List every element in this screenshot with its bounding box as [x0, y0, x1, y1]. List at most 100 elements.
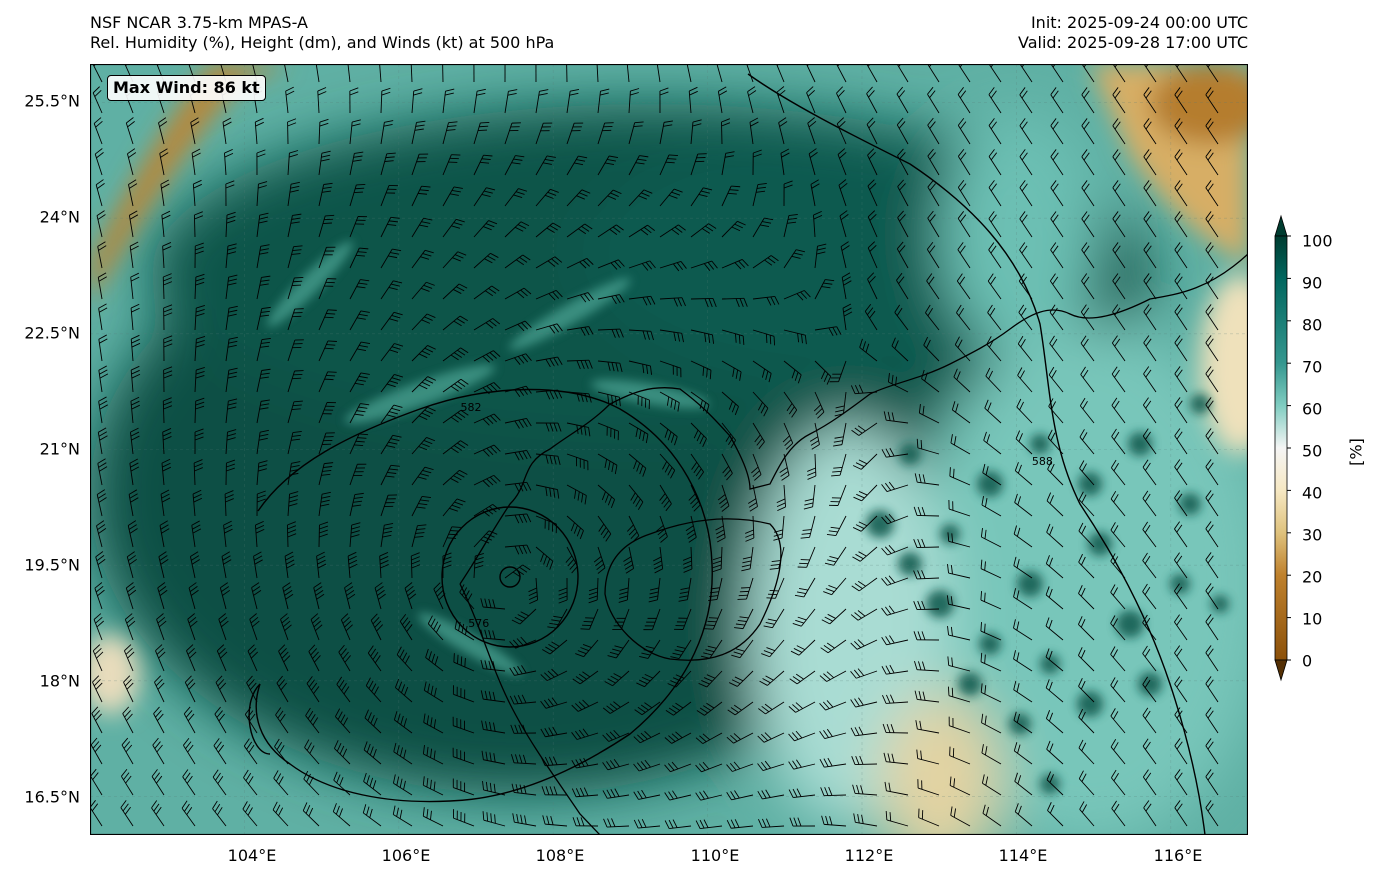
wind-barb-flag [708, 223, 717, 229]
wind-barb-flag [460, 347, 469, 354]
wind-barb-flag [929, 245, 936, 254]
wind-barb-flag [290, 181, 300, 185]
wind-barb-flag [734, 406, 739, 416]
wind-barb-flag [868, 276, 876, 284]
wind-barb-flag [1144, 493, 1151, 502]
wind-barb-flag [155, 710, 162, 718]
wind-barb-flag [291, 408, 301, 410]
wind-barb-flag [411, 564, 421, 569]
wind-barb-flag [486, 478, 494, 486]
wind-barb-flag [749, 506, 758, 512]
wind-barb-flag [373, 717, 378, 727]
wind-barb-flag [372, 651, 379, 660]
wind-barb-flag [957, 211, 965, 219]
wind-barb-flag [321, 495, 331, 499]
wind-barb-flag [99, 307, 108, 313]
wind-barb-flag [604, 681, 613, 687]
y-tick-22.5: 22.5°N [24, 323, 80, 343]
wind-barb-flag [184, 803, 190, 812]
map-panel[interactable]: 576 582 588 [90, 64, 1248, 835]
wind-barb-flag [809, 436, 819, 442]
wind-barb-flag [526, 418, 532, 427]
wind-barb-flag [1019, 401, 1024, 411]
wind-barb-flag [1047, 429, 1053, 439]
wind-barb-flag [220, 582, 228, 589]
wind-barb-flag [891, 374, 894, 384]
wind-barb-flag [601, 491, 606, 501]
wind-barb-flag [757, 790, 763, 800]
wind-barb-flag [1205, 397, 1212, 405]
wind-barb-flag [1052, 214, 1059, 223]
wind-barb-flag [838, 179, 847, 186]
wind-barb-flag [823, 644, 832, 651]
wind-barb-flag [761, 790, 767, 799]
wind-barb-flag [1111, 335, 1118, 344]
wind-barb-flag [730, 791, 736, 800]
wind-barb-flag [354, 492, 364, 495]
wind-barb-flag [1176, 741, 1183, 750]
wind-barb-flag [1205, 273, 1212, 281]
wind-barb-flag [485, 751, 488, 761]
wind-barb-flag [122, 706, 130, 714]
wind-barb-flag [521, 354, 529, 363]
wind-barb-flag [423, 217, 433, 221]
wind-barb-flag [195, 281, 205, 286]
wind-barb-flag [1082, 369, 1089, 378]
wind-barb-flag [492, 630, 496, 640]
wind-barb-flag [394, 343, 404, 347]
wind-barb-flag [957, 148, 965, 157]
wind-barb-flag [336, 676, 343, 685]
wind-barb-flag [738, 260, 746, 268]
wind-barb-flag [619, 328, 624, 338]
wind-barb-flag [607, 655, 617, 659]
wind-barb-flag [1048, 650, 1053, 660]
wind-barb-flag [869, 244, 877, 252]
wind-barb-flag [1049, 495, 1054, 504]
wind-barb-flag [258, 460, 268, 464]
wind-barb-flag [624, 564, 633, 570]
wind-barb-flag [695, 764, 702, 773]
wind-barb-flag [856, 784, 860, 794]
wind-barb-flag [1142, 428, 1149, 437]
wind-barb-flag [665, 503, 672, 512]
wind-barb-flag [130, 431, 140, 437]
wind-barb-flag [687, 533, 696, 539]
wind-barb-flag [889, 812, 892, 822]
wind-barb-flag [516, 813, 519, 823]
wind-barb-flag [1021, 152, 1028, 161]
wind-barb-flag [615, 396, 617, 406]
wind-barb-flag [612, 648, 622, 652]
wind-barb-flag [929, 121, 936, 129]
wind-barb-flag [1207, 431, 1214, 440]
wind-barb-flag [643, 649, 653, 653]
wind-barb-flag [673, 263, 680, 272]
wind-barb-flag [508, 89, 518, 92]
wind-barb-flag [192, 524, 201, 530]
wind-barb-flag [748, 90, 757, 96]
wind-barb-flag [715, 529, 725, 535]
wind-barb-flag [790, 650, 800, 656]
wind-barb-flag [1017, 496, 1022, 506]
wind-barb-flag [426, 778, 429, 788]
wind-barb-flag [358, 282, 368, 285]
wind-barb-flag [1142, 738, 1149, 747]
wind-barb-flag [1205, 242, 1212, 250]
wind-barb-flag [1078, 770, 1084, 779]
wind-barb-flag [555, 290, 563, 298]
wind-barb-flag [881, 637, 887, 646]
wind-barb-flag [1112, 587, 1119, 596]
wind-barb-flag [420, 473, 429, 477]
wind-barb-flag [793, 252, 803, 256]
wind-barb-flag [457, 349, 466, 356]
wind-barb-flag [492, 661, 496, 671]
wind-barb-flag [615, 362, 619, 372]
wind-barb-flag [123, 675, 131, 683]
wind-barb-flag [426, 281, 435, 286]
wind-barb-flag [1052, 90, 1059, 99]
wind-barb-flag [1019, 370, 1025, 379]
wind-barb-flag [1113, 494, 1119, 503]
wind-barb-flag [162, 246, 172, 251]
wind-barb-flag [613, 729, 621, 738]
cbar-tick-10: 10 [1302, 609, 1323, 629]
map-canvas[interactable]: 576 582 588 [90, 64, 1248, 835]
